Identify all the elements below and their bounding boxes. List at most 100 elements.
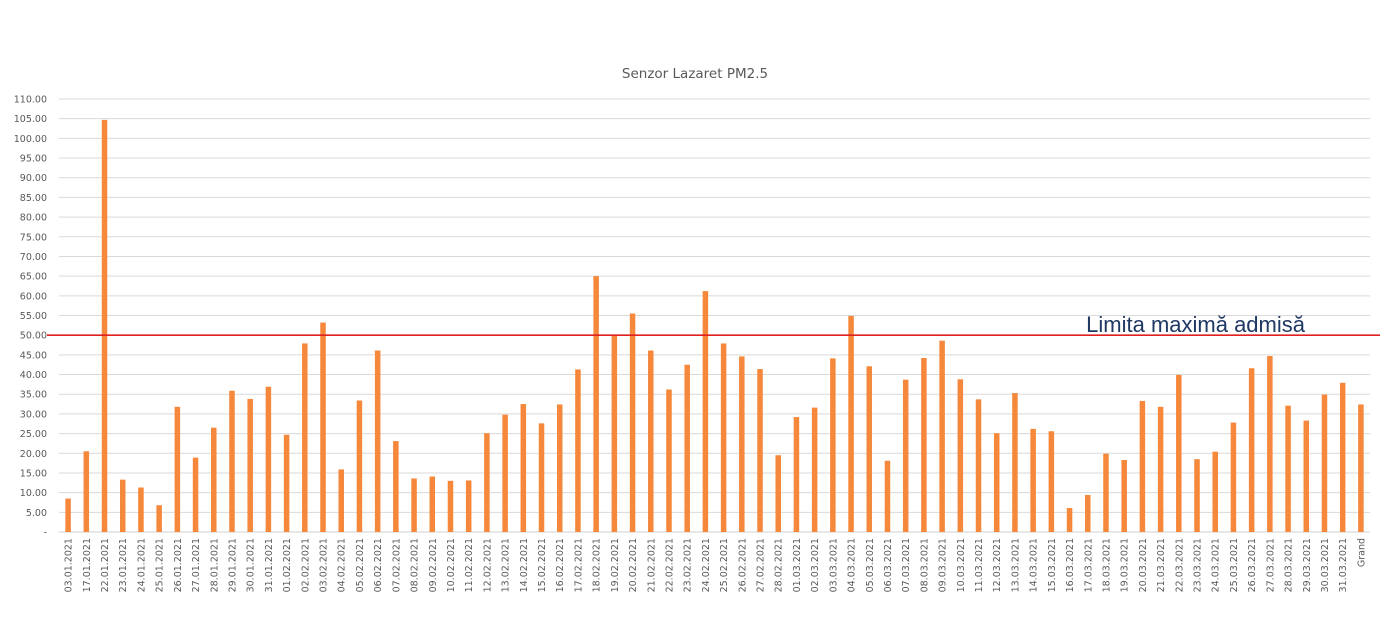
x-tick-label: 02.03.2021 — [810, 538, 821, 592]
x-tick-label: 03.01.2021 — [64, 538, 75, 592]
x-tick-label: 05.02.2021 — [355, 538, 366, 592]
x-tick-label: 22.03.2021 — [1174, 538, 1185, 592]
y-tick-label: 20.00 — [20, 449, 47, 460]
y-tick-label: 65.00 — [20, 272, 47, 283]
bar — [465, 480, 472, 532]
bar — [283, 434, 290, 532]
y-tick-label: 110.00 — [14, 95, 47, 106]
x-tick-label: 28.03.2021 — [1284, 538, 1295, 592]
x-tick-label: 23.01.2021 — [118, 538, 129, 592]
bar — [302, 343, 308, 532]
y-tick-label: 5.00 — [26, 508, 47, 519]
y-tick-label: 35.00 — [20, 390, 47, 401]
bar — [957, 379, 964, 532]
bar — [739, 356, 745, 532]
bar — [1048, 431, 1055, 532]
x-tick-label: 12.03.2021 — [992, 538, 1003, 592]
x-tick-label: 07.02.2021 — [391, 538, 402, 592]
x-tick-label: 13.02.2021 — [501, 538, 512, 592]
x-tick-label: 23.03.2021 — [1193, 538, 1204, 592]
y-tick-label: 105.00 — [14, 114, 47, 125]
bar — [1267, 356, 1273, 532]
bar — [1085, 494, 1091, 532]
bar — [702, 291, 709, 532]
y-tick-label: 60.00 — [20, 291, 47, 302]
bar — [211, 427, 217, 532]
bar — [502, 414, 508, 532]
bar — [229, 390, 235, 532]
x-tick-label: 18.03.2021 — [1101, 538, 1112, 592]
x-tick-label: 27.01.2021 — [191, 538, 202, 592]
bar — [902, 379, 909, 532]
x-tick-label: 03.02.2021 — [319, 538, 330, 592]
bar — [993, 433, 1000, 532]
x-tick-label: 01.02.2021 — [282, 538, 293, 592]
y-tick-label: 75.00 — [20, 232, 47, 243]
bar — [265, 386, 272, 532]
x-tick-label: 24.01.2021 — [136, 538, 147, 592]
y-tick-label: 70.00 — [20, 252, 47, 263]
x-tick-label: 30.01.2021 — [246, 538, 257, 592]
bar — [1339, 382, 1346, 532]
bar — [575, 369, 581, 532]
y-tick-label: 15.00 — [20, 468, 47, 479]
bar — [520, 404, 527, 532]
bar — [538, 423, 545, 532]
x-tick-label: 16.03.2021 — [1065, 538, 1076, 592]
x-tick-label: 31.01.2021 — [264, 538, 275, 592]
bar — [1030, 428, 1036, 532]
bar — [119, 479, 126, 532]
y-tick-label: 40.00 — [20, 370, 47, 381]
x-tick-label: 03.03.2021 — [828, 538, 839, 592]
x-tick-label: 29.03.2021 — [1302, 538, 1313, 592]
x-tick-label: 08.02.2021 — [410, 538, 421, 592]
y-tick-label: 50.00 — [20, 331, 47, 342]
x-tick-label: 17.01.2021 — [82, 538, 93, 592]
bar — [1066, 507, 1073, 532]
bar — [1230, 422, 1237, 532]
bar — [411, 478, 417, 532]
y-tick-label: - — [44, 528, 47, 539]
bar — [484, 433, 490, 532]
gridlines — [59, 98, 1370, 513]
x-tick-label: 14.02.2021 — [519, 538, 530, 592]
bar — [556, 404, 563, 532]
y-tick-label: 10.00 — [20, 488, 47, 499]
x-tick-label: 31.03.2021 — [1338, 538, 1349, 592]
bar — [1012, 393, 1018, 532]
x-tick-label: 12.02.2021 — [482, 538, 493, 592]
bar — [1157, 406, 1164, 532]
x-tick-label: 26.01.2021 — [173, 538, 184, 592]
chart-title: Senzor Lazaret PM2.5 — [622, 66, 768, 82]
x-tick-label: 13.03.2021 — [1010, 538, 1021, 592]
bar — [1248, 368, 1255, 532]
y-tick-label: 30.00 — [20, 409, 47, 420]
x-tick-label: 11.02.2021 — [464, 538, 475, 592]
x-tick-label: 07.03.2021 — [901, 538, 912, 592]
bar — [720, 343, 727, 532]
x-tick-label: 20.03.2021 — [1138, 538, 1149, 592]
bar — [156, 505, 162, 532]
x-tick-label: 27.02.2021 — [756, 538, 767, 592]
x-tick-label: 04.02.2021 — [337, 538, 348, 592]
x-tick-label: 25.02.2021 — [719, 538, 730, 592]
x-tick-label: 17.02.2021 — [573, 538, 584, 592]
bar — [830, 358, 836, 532]
bar — [393, 441, 399, 532]
x-tick-label: 08.03.2021 — [919, 538, 930, 592]
x-tick-label: 09.03.2021 — [938, 538, 949, 592]
y-axis-tick-labels: - 5.00 10.00 15.00 20.00 25.00 30.00 35.00 40.00… — [14, 95, 47, 539]
x-axis-tick-labels: 03.01.2021 17.01.2021 22.01.2021 23.01.2021… — [64, 538, 1368, 592]
bar — [1176, 374, 1182, 532]
bar — [374, 350, 381, 532]
x-tick-label: 15.03.2021 — [1047, 538, 1058, 592]
x-tick-label: 11.03.2021 — [974, 538, 985, 592]
bar — [757, 369, 763, 532]
bar — [1139, 400, 1146, 532]
bar — [793, 417, 800, 532]
bar — [247, 398, 253, 532]
x-tick-label: Grand — [1356, 538, 1367, 567]
bar — [1285, 405, 1291, 532]
x-tick-label: 22.01.2021 — [100, 538, 111, 592]
x-tick-label: 24.03.2021 — [1211, 538, 1222, 592]
